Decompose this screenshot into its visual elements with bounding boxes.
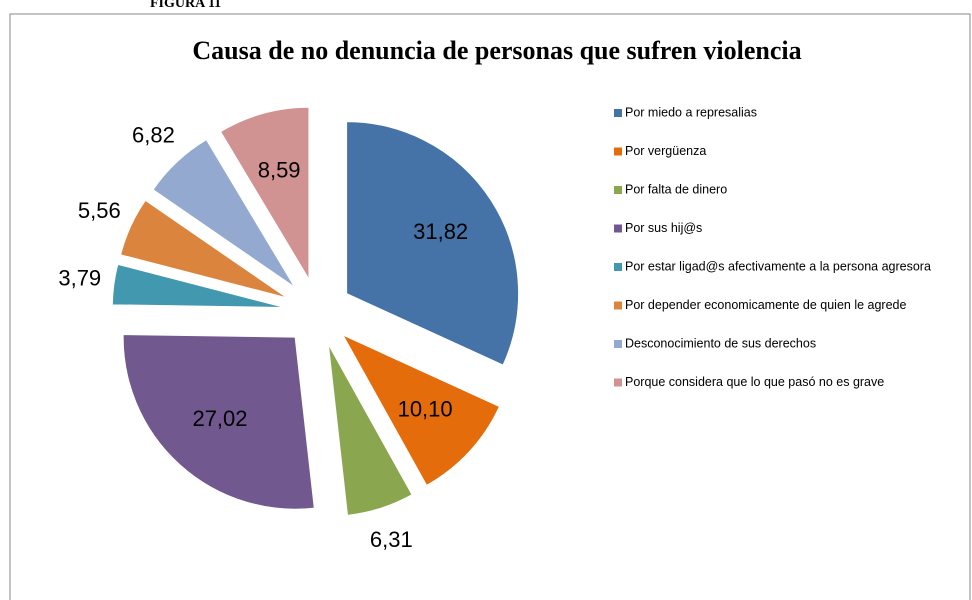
data-label: 27,02 — [192, 406, 247, 431]
legend-label: Por falta de dinero — [625, 182, 727, 196]
legend-label: Porque considera que lo que pasó no es g… — [625, 375, 884, 389]
legend-label: Desconocimiento de sus derechos — [625, 336, 816, 350]
pie-slice — [122, 334, 315, 510]
legend-label: Por estar ligad@s afectivamente a la per… — [625, 259, 931, 273]
data-label: 6,82 — [132, 123, 175, 148]
legend-swatch — [614, 378, 622, 387]
legend-swatch — [614, 301, 622, 310]
data-label: 3,79 — [58, 266, 101, 291]
pie-slice — [219, 106, 310, 282]
pie-slice — [327, 344, 413, 516]
legend-swatch — [614, 186, 622, 194]
legend-swatch — [614, 263, 622, 271]
legend-swatch — [614, 109, 622, 117]
legend-swatch — [614, 224, 622, 233]
pie-slice — [346, 121, 520, 366]
pie-slice — [111, 263, 285, 308]
data-label: 5,56 — [78, 198, 121, 223]
figure-caption: FIGURA 11 — [150, 0, 221, 11]
data-label: 31,82 — [413, 219, 468, 244]
legend-swatch — [614, 340, 622, 348]
data-label: 8,59 — [258, 157, 301, 182]
data-label: 6,31 — [370, 527, 413, 552]
legend-label: Por miedo a represalias — [625, 105, 757, 119]
chart-title: Causa de no denuncia de personas que suf… — [192, 36, 801, 65]
legend-swatch — [614, 147, 622, 156]
legend-label: Por depender economicamente de quien le … — [625, 298, 906, 312]
pie-slice — [341, 333, 501, 487]
data-label: 10,10 — [398, 397, 453, 422]
legend-label: Por vergüenza — [625, 144, 706, 158]
pie-slice — [119, 199, 288, 299]
legend-label: Por sus hij@s — [625, 221, 702, 235]
pie-slice — [152, 138, 296, 288]
